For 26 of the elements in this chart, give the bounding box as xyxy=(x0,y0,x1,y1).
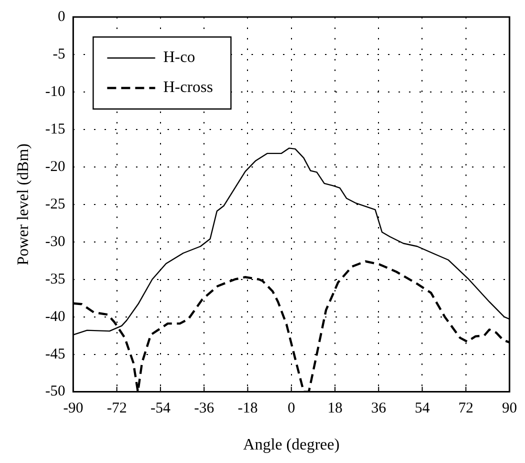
x-tick-label: -18 xyxy=(238,400,258,417)
y-tick-label: -20 xyxy=(45,158,66,175)
x-tick-label: -90 xyxy=(63,400,84,417)
x-tick-label: 72 xyxy=(458,400,474,417)
x-tick-label: -36 xyxy=(194,400,215,417)
legend-label: H-co xyxy=(163,49,196,66)
y-tick-label: -25 xyxy=(45,196,66,212)
x-tick-label: 90 xyxy=(502,400,517,417)
y-tick-label: -30 xyxy=(45,234,66,250)
x-tick-label: 18 xyxy=(327,400,342,417)
y-axis-title: Power level (dBm) xyxy=(14,144,32,266)
y-tick-label: -15 xyxy=(45,121,66,138)
y-tick-label: 0 xyxy=(58,8,66,25)
y-tick-label: -35 xyxy=(45,271,66,288)
x-tick-label: -54 xyxy=(150,400,171,417)
y-tick-label: -40 xyxy=(45,308,66,325)
x-tick-label: 36 xyxy=(371,400,387,417)
x-axis-title: Angle (degree) xyxy=(243,436,340,454)
x-tick-label: -72 xyxy=(106,400,127,417)
legend-label: H-cross xyxy=(163,79,213,96)
y-tick-label: -45 xyxy=(45,346,66,362)
y-tick-label: -5 xyxy=(52,46,66,62)
y-tick-label: -50 xyxy=(45,384,66,400)
y-tick-label: -10 xyxy=(45,84,66,100)
x-tick-label: 54 xyxy=(414,400,430,417)
x-tick-label: 0 xyxy=(288,400,296,417)
